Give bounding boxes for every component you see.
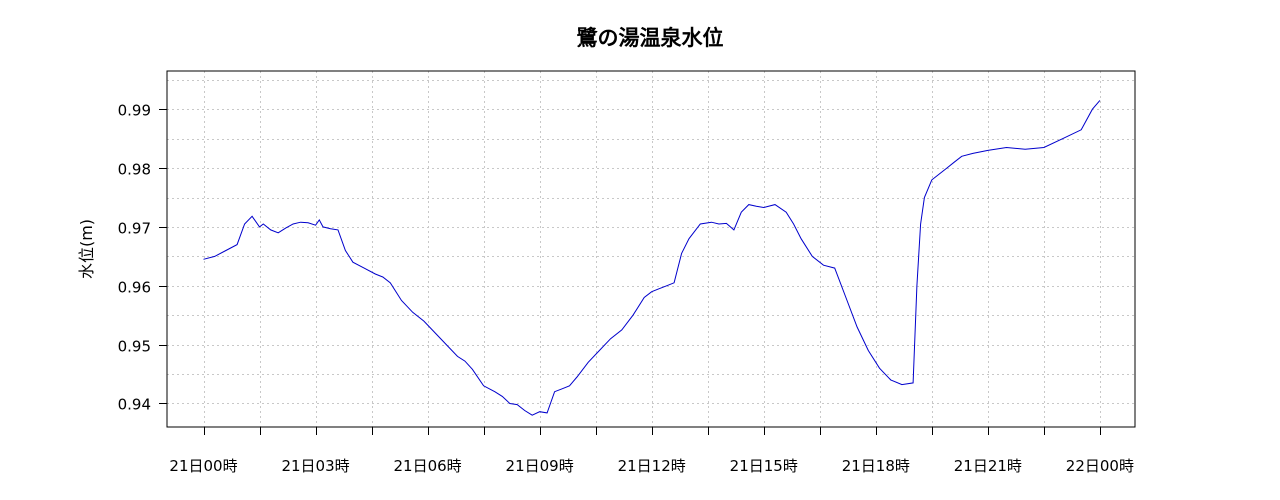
series-line [203, 100, 1101, 416]
axis-tick-labels: 21日00時 21日03時 21日06時 21日09時 21日12時 21日15時 21日1… [118, 102, 1134, 476]
x-tick-label: 21日03時 [281, 457, 349, 475]
chart-title: 鷺の湯温泉水位 [577, 26, 724, 50]
y-tick-label: 0.95 [118, 338, 151, 356]
x-tick-label: 22日00時 [1066, 457, 1134, 475]
x-tick-label: 21日06時 [394, 457, 462, 475]
x-tick-label: 21日15時 [730, 457, 798, 475]
y-tick-label: 0.98 [118, 161, 151, 179]
x-tick-label: 21日12時 [618, 457, 686, 475]
x-tick-label: 21日18時 [842, 457, 910, 475]
y-axis-label: 水位(m) [77, 219, 96, 279]
y-tick-label: 0.94 [118, 396, 151, 414]
x-tick-label: 21日09時 [506, 457, 574, 475]
plot-frame [166, 70, 1136, 428]
x-tick-label: 21日00時 [169, 457, 237, 475]
y-tick-label: 0.99 [118, 102, 151, 120]
grid [167, 71, 1135, 427]
y-tick-label: 0.96 [118, 279, 151, 297]
x-tick-label: 21日21時 [954, 457, 1022, 475]
axis-ticks [159, 109, 1101, 435]
y-tick-label: 0.97 [118, 220, 151, 238]
